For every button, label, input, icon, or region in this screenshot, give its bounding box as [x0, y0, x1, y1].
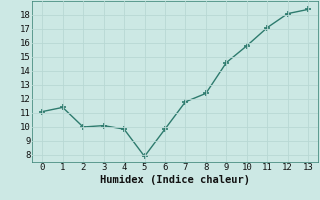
X-axis label: Humidex (Indice chaleur): Humidex (Indice chaleur): [100, 175, 250, 185]
